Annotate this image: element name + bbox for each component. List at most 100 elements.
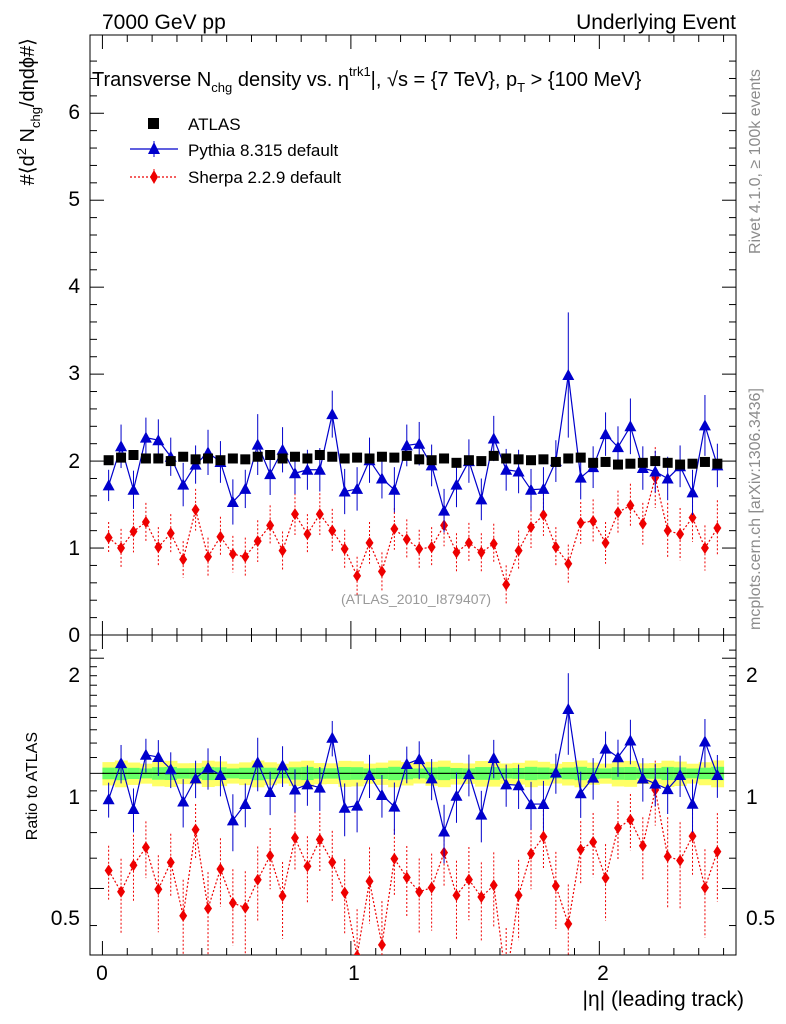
data-point-pythia: [139, 431, 152, 443]
data-point-sherpa: [303, 528, 312, 541]
ratio-point-pythia: [164, 763, 177, 775]
data-point-pythia: [388, 483, 401, 495]
ratio-point-pythia: [574, 787, 587, 799]
ratio-point-pythia: [313, 781, 326, 793]
legend-label: ATLAS: [188, 115, 241, 134]
chart-title: Transverse Nchg density vs. ηtrk1|, √s =…: [92, 64, 642, 95]
data-point-sherpa: [290, 508, 299, 521]
data-point-sherpa: [266, 519, 275, 532]
ratio-point-pythia: [326, 731, 339, 743]
data-point-sherpa: [204, 550, 213, 563]
data-point-sherpa: [502, 578, 511, 591]
data-point-sherpa: [390, 522, 399, 535]
ratio-point-sherpa: [601, 871, 610, 884]
data-point-atlas: [550, 456, 561, 467]
ratio-point-sherpa: [315, 833, 324, 846]
data-point-pythia: [525, 483, 538, 495]
data-point-pythia: [500, 463, 513, 475]
ratio-point-sherpa: [626, 813, 635, 826]
data-point-atlas: [600, 456, 611, 467]
data-point-sherpa: [377, 565, 386, 578]
data-point-pythia: [649, 465, 662, 477]
ratio-point-pythia: [562, 703, 575, 715]
ratio-point-pythia: [624, 734, 637, 746]
main-data: [102, 312, 724, 604]
ratio-point-sherpa: [166, 856, 175, 869]
data-point-atlas: [327, 451, 338, 462]
data-point-sherpa: [638, 517, 647, 530]
data-point-sherpa: [104, 531, 113, 544]
ratio-point-pythia: [487, 751, 500, 763]
data-point-pythia: [562, 369, 575, 380]
data-point-pythia: [177, 478, 190, 490]
data-point-atlas: [265, 450, 276, 460]
ratio-tick-label: 1: [68, 786, 80, 809]
data-point-pythia: [661, 472, 674, 484]
ratio-point-sherpa: [104, 864, 113, 877]
ratio-point-sherpa: [688, 830, 697, 843]
data-point-pythia: [226, 495, 239, 507]
ratio-point-pythia: [686, 797, 699, 809]
data-point-sherpa: [676, 528, 685, 541]
ratio-point-pythia: [425, 772, 438, 784]
ratio-point-sherpa: [489, 879, 498, 892]
ratio-point-sherpa: [290, 831, 299, 844]
ratio-point-sherpa: [402, 871, 411, 884]
data-point-atlas: [526, 455, 537, 466]
ratio-axis-label: Ratio to ATLAS: [24, 732, 41, 840]
ratio-point-sherpa: [303, 860, 312, 873]
data-point-pythia: [686, 486, 699, 498]
data-point-atlas: [414, 454, 425, 465]
y-tick-label: 0: [68, 624, 80, 647]
data-point-pythia: [239, 482, 252, 494]
data-point-atlas: [364, 453, 375, 464]
ratio-point-sherpa: [415, 885, 424, 898]
ratio-point-pythia: [375, 788, 388, 800]
ratio-point-pythia: [351, 799, 364, 811]
ratio-point-pythia: [189, 772, 202, 784]
ratio-point-sherpa: [576, 843, 585, 856]
ratio-point-sherpa: [204, 902, 213, 915]
data-point-sherpa: [241, 550, 250, 563]
data-point-sherpa: [514, 544, 523, 557]
data-point-pythia: [251, 438, 264, 450]
data-point-pythia: [276, 443, 289, 455]
data-point-sherpa: [117, 542, 126, 555]
data-point-sherpa: [688, 511, 697, 524]
data-point-atlas: [203, 453, 214, 464]
ratio-point-sherpa: [216, 863, 225, 876]
main-frame: [89, 34, 737, 636]
data-point-sherpa: [464, 536, 473, 549]
ratio-point-sherpa: [191, 823, 200, 836]
ratio-point-pythia: [338, 801, 351, 813]
series-line: [108, 477, 718, 587]
data-point-sherpa: [129, 525, 138, 538]
x-tick-label: 0: [96, 962, 108, 985]
data-point-pythia: [264, 468, 277, 480]
ratio-point-pythia: [102, 793, 115, 805]
ratio-series-line: [108, 789, 718, 955]
ratio-tick-label: 0.5: [51, 907, 80, 930]
data-point-sherpa: [353, 569, 362, 582]
data-point-atlas: [401, 450, 412, 461]
data-point-sherpa: [278, 544, 287, 557]
ratio-point-sherpa: [353, 949, 361, 955]
data-point-pythia: [375, 472, 388, 484]
data-point-atlas: [612, 459, 623, 470]
data-point-pythia: [450, 478, 463, 490]
ratio-point-sherpa: [676, 854, 685, 867]
ratio-point-pythia: [251, 756, 264, 768]
ratio-point-sherpa: [713, 845, 722, 858]
header-left: 7000 GeV pp: [102, 11, 226, 34]
data-point-sherpa: [253, 535, 262, 548]
ratio-point-sherpa: [228, 897, 237, 910]
data-point-pythia: [326, 408, 339, 420]
ratio-point-sherpa: [564, 917, 573, 930]
ratio-point-pythia: [226, 814, 239, 826]
ratio-point-pythia: [288, 783, 301, 795]
legend-marker-sherpa: [150, 170, 158, 184]
data-point-pythia: [313, 463, 326, 475]
data-point-atlas: [153, 453, 164, 464]
data-point-sherpa: [402, 533, 411, 546]
ratio-point-pythia: [649, 777, 662, 789]
